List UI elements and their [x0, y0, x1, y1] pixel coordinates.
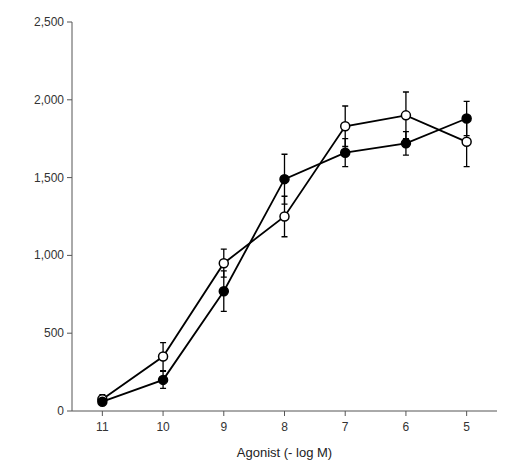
marker [341, 148, 350, 157]
marker [401, 139, 410, 148]
x-tick [223, 411, 224, 416]
marker [280, 175, 289, 184]
y-tick-label: 500 [44, 326, 64, 340]
x-tick-label: 10 [156, 420, 170, 434]
x-tick [466, 411, 467, 416]
marker [401, 111, 410, 120]
x-tick [284, 411, 285, 416]
y-tick [67, 411, 72, 412]
y-tick [67, 99, 72, 100]
x-tick-label: 5 [463, 420, 470, 434]
marker [219, 287, 228, 296]
x-tick-label: 9 [220, 420, 227, 434]
marker [341, 122, 350, 131]
x-tick [405, 411, 406, 416]
x-tick [163, 411, 164, 416]
plot-area [98, 92, 471, 406]
marker [159, 375, 168, 384]
y-tick [67, 22, 72, 23]
y-tick-label: 1,000 [34, 248, 64, 262]
marker [462, 137, 471, 146]
marker [219, 259, 228, 268]
x-tick-label: 6 [403, 420, 410, 434]
marker [280, 212, 289, 221]
y-tick [67, 255, 72, 256]
y-tick-label: 0 [57, 404, 64, 418]
marker [98, 397, 107, 406]
y-axis-line [72, 22, 73, 411]
y-tick-label: 2,000 [34, 93, 64, 107]
line [102, 115, 466, 399]
x-axis-label: Agonist (- log M) [237, 445, 332, 460]
y-tick [67, 333, 72, 334]
marker [462, 114, 471, 123]
x-tick-label: 11 [96, 420, 109, 434]
marker [159, 352, 168, 361]
y-tick-label: 1,500 [34, 171, 64, 185]
background [0, 0, 519, 473]
x-tick [102, 411, 103, 416]
y-tick-label: 2,500 [34, 15, 64, 29]
chart: 11 10 9 8 7 6 5 0 500 1,000 1,500 2,000 2,500 Agonist… [0, 0, 519, 473]
line [102, 118, 466, 401]
x-tick [345, 411, 346, 416]
series [98, 92, 471, 404]
x-tick-label: 8 [281, 420, 288, 434]
x-tick-label: 7 [342, 420, 349, 434]
series [98, 101, 471, 406]
y-tick [67, 177, 72, 178]
